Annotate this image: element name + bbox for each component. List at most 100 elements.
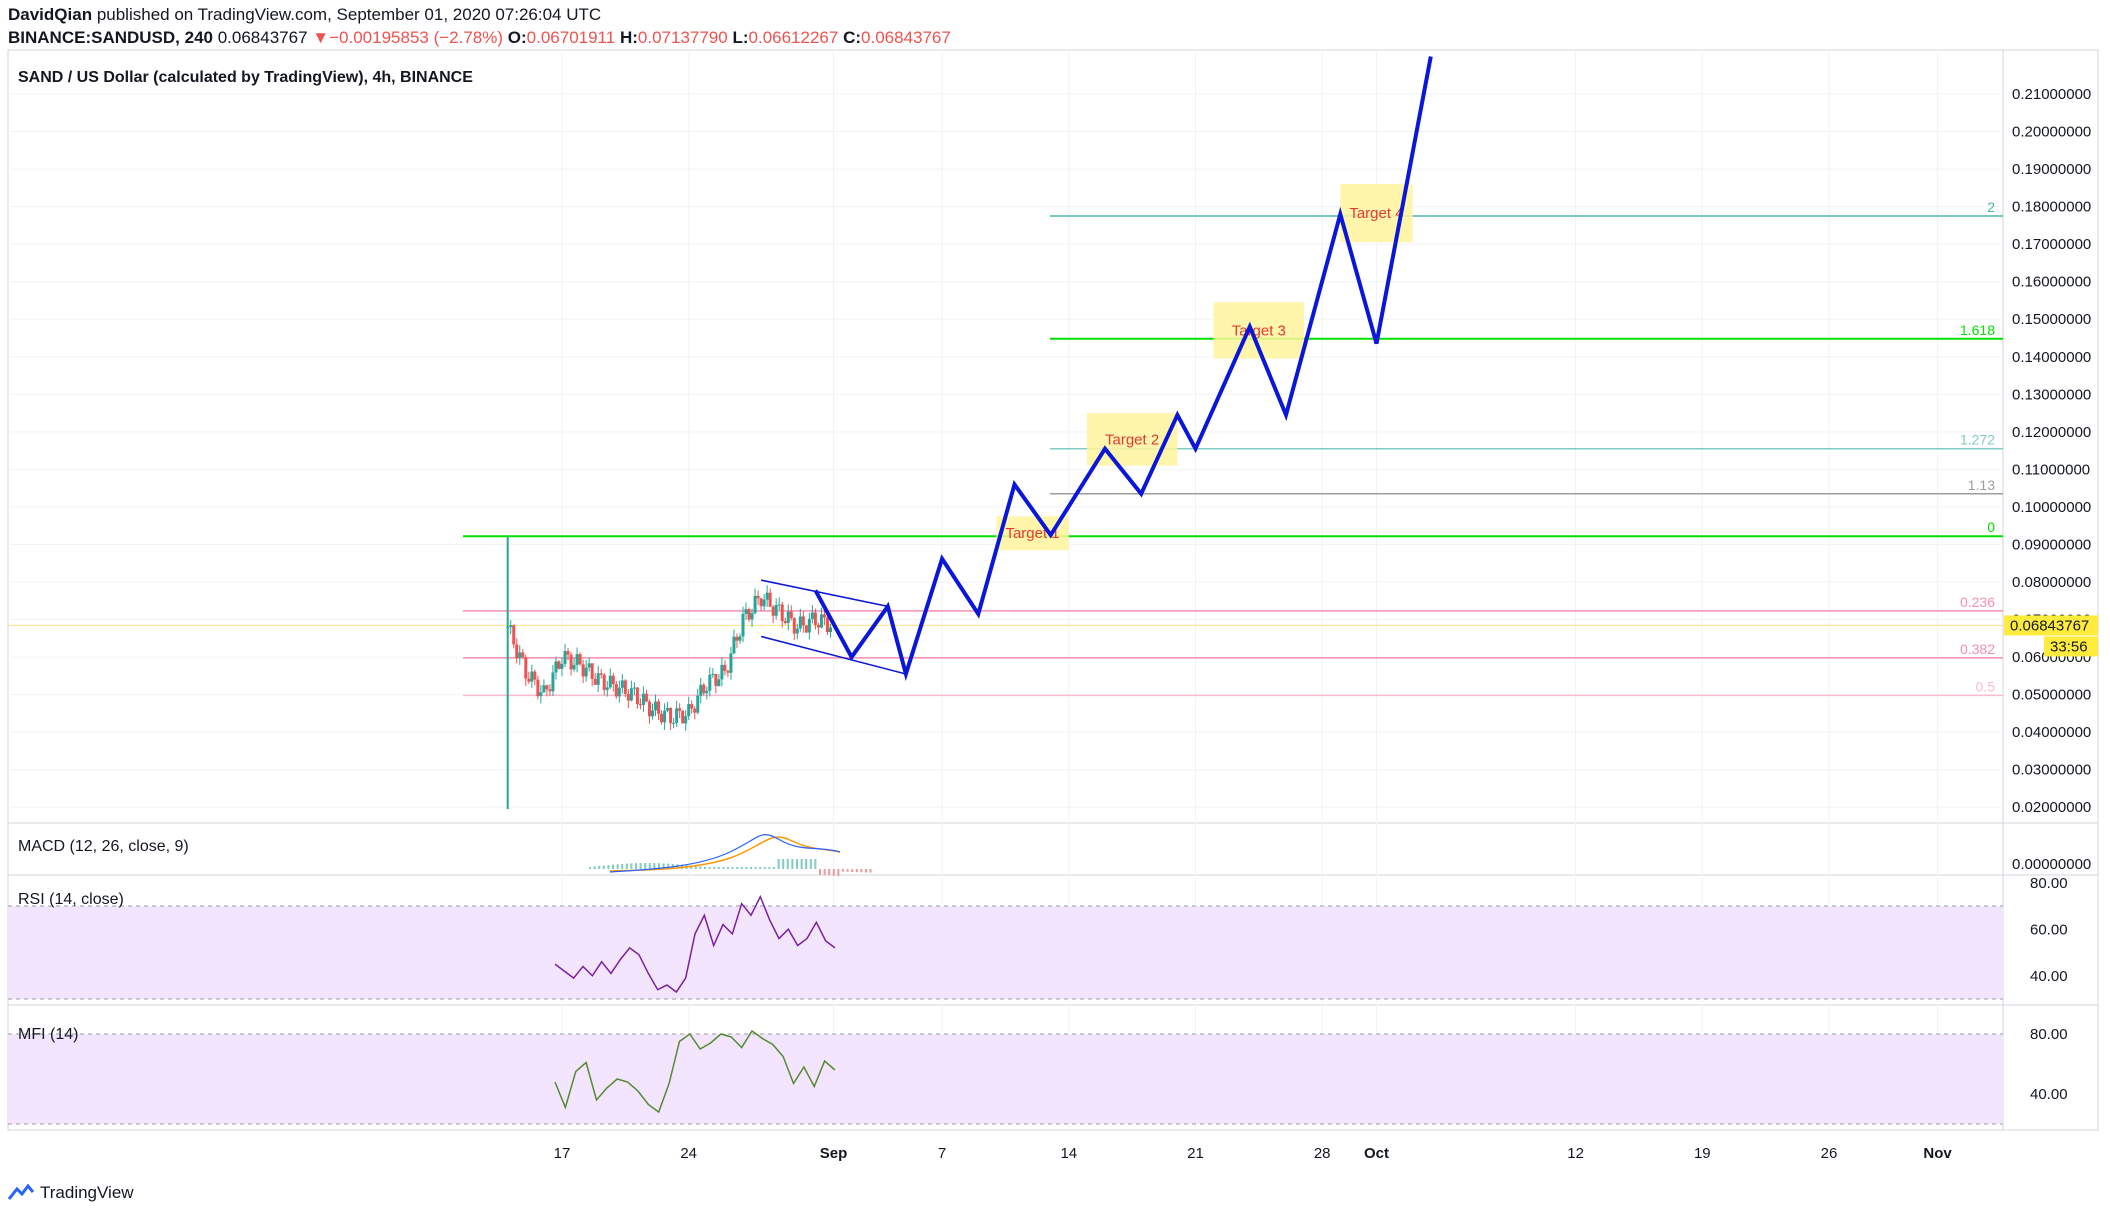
candle-body bbox=[605, 687, 609, 690]
open-value: 0.06701911 bbox=[526, 28, 616, 47]
candle-body bbox=[741, 613, 745, 637]
candle-body bbox=[828, 627, 832, 633]
candle-body bbox=[768, 592, 772, 607]
x-tick-label: 19 bbox=[1694, 1145, 1711, 1162]
candle-body bbox=[744, 609, 748, 614]
candle-body bbox=[759, 598, 763, 607]
candle-body bbox=[641, 693, 645, 705]
fib-level-label: 2 bbox=[1987, 199, 1995, 215]
candle-body bbox=[533, 671, 537, 680]
candle-body bbox=[708, 674, 712, 691]
candle-body bbox=[524, 657, 528, 679]
x-tick-label: 21 bbox=[1187, 1145, 1204, 1162]
candle-body bbox=[795, 628, 799, 634]
x-tick-label: Nov bbox=[1923, 1145, 1952, 1162]
candle-body bbox=[629, 688, 633, 701]
target-label: Target 2 bbox=[1105, 431, 1159, 448]
candle-body bbox=[699, 684, 703, 696]
candle-body bbox=[660, 713, 664, 723]
price-change: −0.00195853 (−2.78%) bbox=[329, 28, 504, 47]
fib-level-label: 0.5 bbox=[1976, 678, 1996, 694]
candle-body bbox=[798, 616, 802, 629]
candle-body bbox=[560, 663, 564, 669]
candle-body bbox=[738, 636, 742, 641]
rsi-label: RSI (14, close) bbox=[18, 891, 124, 908]
candle-body bbox=[614, 684, 618, 697]
ohlc-line: BINANCE:SANDUSD, 240 0.06843767 ▼−0.0019… bbox=[8, 28, 951, 48]
channel-lower-line bbox=[760, 635, 907, 675]
rsi-y-tick-label: 40.00 bbox=[2030, 968, 2068, 985]
rsi-y-tick-label: 60.00 bbox=[2030, 921, 2068, 938]
x-tick-label: 17 bbox=[554, 1145, 571, 1162]
down-arrow-icon: ▼ bbox=[312, 28, 330, 47]
chart-title: SAND / US Dollar (calculated by TradingV… bbox=[18, 69, 473, 86]
high-label: H: bbox=[619, 28, 638, 47]
candle-body bbox=[530, 671, 534, 682]
candle-body bbox=[792, 618, 796, 634]
candle-body bbox=[515, 644, 519, 659]
candle-body bbox=[566, 651, 570, 655]
fib-level-label: 0 bbox=[1987, 519, 1995, 535]
author-name[interactable]: DavidQian bbox=[8, 5, 93, 24]
candle-body bbox=[804, 625, 808, 633]
mfi-band bbox=[8, 1034, 2003, 1124]
candle-body bbox=[714, 674, 718, 686]
candle-body bbox=[690, 704, 694, 709]
candle-body bbox=[635, 687, 639, 705]
x-tick-label: Sep bbox=[820, 1145, 848, 1162]
candle-body bbox=[777, 604, 781, 606]
y-tick-label: 0.04000000 bbox=[2012, 724, 2091, 741]
candle-body bbox=[672, 722, 676, 724]
candle-body bbox=[669, 707, 673, 724]
candle-body bbox=[521, 652, 525, 658]
candle-body bbox=[611, 675, 615, 685]
candle-body bbox=[608, 675, 612, 688]
y-tick-label: 0.16000000 bbox=[2012, 274, 2091, 291]
candle-body bbox=[536, 679, 540, 697]
y-tick-label: 0.12000000 bbox=[2012, 424, 2091, 441]
candle-body bbox=[602, 674, 606, 690]
candle-body bbox=[654, 701, 658, 711]
y-tick-label: 0.11000000 bbox=[2012, 461, 2090, 478]
candle-body bbox=[551, 672, 555, 692]
candle-body bbox=[765, 592, 769, 600]
last-price: 0.06843767 bbox=[217, 28, 308, 47]
candle-body bbox=[572, 664, 576, 670]
symbol-label: BINANCE:SANDUSD, 240 bbox=[8, 28, 213, 47]
tradingview-logo[interactable]: TradingView bbox=[8, 1183, 134, 1203]
y-tick-label: 0.08000000 bbox=[2012, 574, 2091, 591]
candle-body bbox=[816, 624, 820, 628]
countdown-tag bbox=[2044, 636, 2098, 657]
y-tick-label: 0.17000000 bbox=[2012, 236, 2091, 253]
projection-path bbox=[813, 56, 1433, 682]
candle-body bbox=[632, 687, 636, 689]
candle-body bbox=[717, 679, 721, 686]
candle-body bbox=[750, 613, 754, 620]
y-tick-label: 0.14000000 bbox=[2012, 349, 2091, 366]
candle-body bbox=[678, 708, 682, 711]
y-tick-label: 0.05000000 bbox=[2012, 687, 2091, 704]
candle-body bbox=[663, 710, 667, 723]
y-tick-label: 0.21000000 bbox=[2012, 86, 2091, 103]
low-value: 0.06612267 bbox=[748, 28, 839, 47]
y-tick-label: 0.10000000 bbox=[2012, 499, 2091, 516]
candle-body bbox=[575, 654, 579, 665]
candle-body bbox=[753, 595, 757, 614]
candle-body bbox=[651, 710, 654, 717]
rsi-y-tick-label: 80.00 bbox=[2030, 875, 2068, 892]
countdown-label: 33:56 bbox=[2050, 638, 2088, 655]
rsi-band bbox=[8, 906, 2003, 999]
candle-body bbox=[696, 695, 700, 713]
candle-body bbox=[626, 693, 630, 701]
channel-upper-line bbox=[760, 579, 888, 608]
candle-body bbox=[726, 670, 730, 673]
candle-body bbox=[762, 599, 766, 607]
y-tick-label: 0.09000000 bbox=[2012, 536, 2091, 553]
candle-body bbox=[810, 612, 814, 619]
high-value: 0.07137790 bbox=[637, 28, 728, 47]
mfi-y-tick-label: 80.00 bbox=[2030, 1026, 2068, 1043]
candle-body bbox=[705, 690, 709, 694]
low-label: L: bbox=[732, 28, 749, 47]
candle-body bbox=[807, 618, 811, 633]
